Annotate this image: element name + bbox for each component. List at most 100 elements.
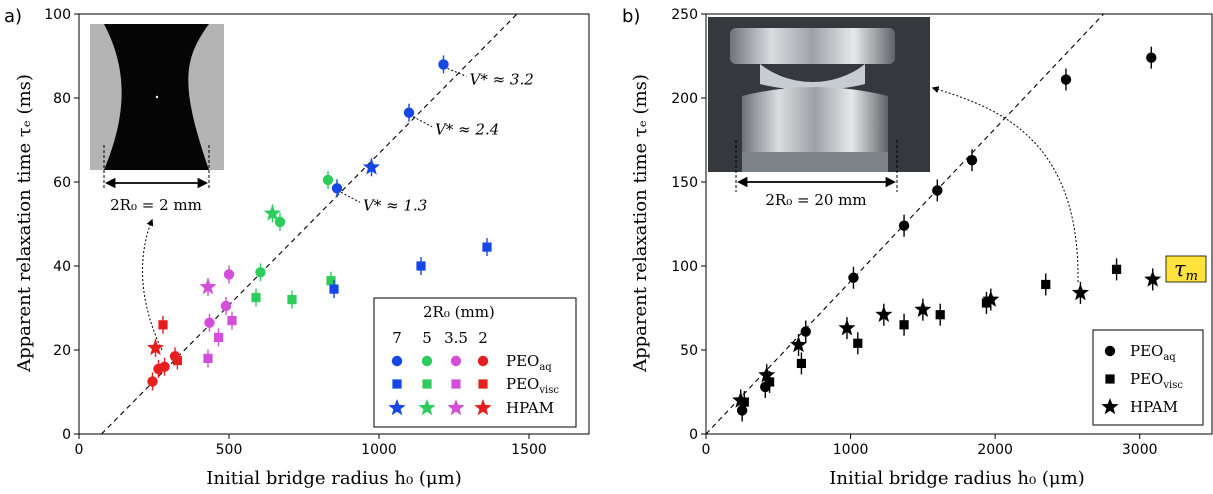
legend-marker-circle xyxy=(477,355,489,367)
panel-b-xlabel: Initial bridge radius h₀ (μm) xyxy=(829,468,1084,489)
legend-marker-square xyxy=(451,379,461,389)
legend-marker-star xyxy=(1101,398,1119,415)
point-peo-aq xyxy=(147,376,158,387)
point-hpam xyxy=(914,300,932,317)
point-peo-aq xyxy=(159,361,170,372)
legend-marker-star xyxy=(388,399,406,416)
point-peo-aq xyxy=(736,405,748,416)
point-peo-visc xyxy=(935,310,945,320)
point-peo-aq xyxy=(438,59,449,70)
point-hpam xyxy=(790,336,808,353)
legend-marker-star xyxy=(447,399,465,416)
panel-a-xlabel: Initial bridge radius h₀ (μm) xyxy=(206,468,461,489)
legend-marker-star xyxy=(418,399,436,416)
a-ytick-label: 100 xyxy=(44,7,71,23)
point-peo-visc xyxy=(203,353,213,363)
point-hpam xyxy=(362,158,381,175)
point-peo-visc xyxy=(765,377,775,387)
point-peo-visc xyxy=(213,332,224,342)
a-xtick-label: 0 xyxy=(75,442,84,458)
panel-a-inset-arrow xyxy=(142,218,163,351)
point-peo-visc xyxy=(482,242,492,252)
legend-b-markers xyxy=(1101,345,1119,415)
point-peo-visc xyxy=(1041,279,1051,290)
panel-a-ylabel: Apparent relaxation time τₑ (ms) xyxy=(14,74,35,373)
annotation-leader xyxy=(340,191,361,203)
panel-a-label: a) xyxy=(4,6,22,27)
point-hpam xyxy=(838,319,856,336)
legend-marker-square xyxy=(392,379,402,389)
panel-b-inset-photo xyxy=(708,17,930,192)
point-hpam xyxy=(982,290,1000,307)
point-peo-aq xyxy=(255,267,266,278)
panel-a-annotations: V* ≈ 3.2 V* ≈ 2.4 V* ≈ 1.3 xyxy=(340,67,534,214)
point-peo-aq xyxy=(848,272,859,283)
point-peo-visc xyxy=(329,284,339,294)
a-ytick-label: 60 xyxy=(53,175,71,191)
a-xtick-label: 1500 xyxy=(511,442,547,458)
point-peo-visc xyxy=(287,295,297,305)
a-ytick-label: 20 xyxy=(53,343,71,359)
point-peo-visc xyxy=(796,358,807,369)
b-xtick-label: 2000 xyxy=(977,442,1013,458)
panel-b-ylabel: Apparent relaxation time τₑ (ms) xyxy=(630,74,651,373)
a-ytick-label: 0 xyxy=(62,427,71,443)
point-hpam xyxy=(732,391,750,408)
legend-marker-circle xyxy=(421,355,433,367)
b-ytick-label: 100 xyxy=(671,259,698,275)
point-peo-visc xyxy=(899,320,909,330)
point-peo-aq xyxy=(932,185,943,196)
panel-b-axis-ticks: 0 1000 2000 3000 0 50 100 150 200 250 xyxy=(671,7,1157,458)
point-hpam xyxy=(146,338,165,356)
point-peo-aq xyxy=(331,183,343,194)
panel-b: b) Apparent relaxation time τₑ (ms) Init… xyxy=(622,6,1213,489)
point-peo-visc xyxy=(1111,264,1122,274)
b-xtick-label: 0 xyxy=(702,442,711,458)
legend-marker-circle xyxy=(1104,345,1116,357)
legend-marker-square xyxy=(1105,374,1115,384)
panel-b-legend: PEOaq PEOvisc HPAM xyxy=(1092,329,1204,426)
b-ytick-label: 200 xyxy=(671,91,698,107)
legend-a-markers xyxy=(388,355,492,416)
b-ytick-label: 0 xyxy=(689,427,698,443)
point-peo-aq xyxy=(966,154,978,166)
panel-b-frame xyxy=(705,13,1213,435)
panel-a-axis-ticks: 0 500 1000 1500 0 20 40 60 80 100 xyxy=(44,7,547,458)
annotation-vstar: V* ≈ 2.4 xyxy=(435,121,499,139)
point-peo-visc xyxy=(416,261,426,271)
b-ytick-label: 250 xyxy=(671,7,698,23)
a-ytick-label: 80 xyxy=(53,91,71,107)
panel-a-data-marks xyxy=(146,55,492,391)
point-peo-visc xyxy=(172,355,182,366)
point-peo-aq xyxy=(220,300,232,312)
a-xtick-label: 500 xyxy=(216,442,243,458)
point-peo-aq xyxy=(898,220,910,231)
b-ytick-label: 50 xyxy=(680,343,698,359)
point-peo-aq xyxy=(274,216,286,228)
point-peo-aq xyxy=(1060,74,1072,85)
point-peo-visc xyxy=(251,292,261,303)
legend-marker-star xyxy=(474,399,492,416)
point-peo-visc xyxy=(853,338,863,348)
legend-marker-square xyxy=(422,379,432,389)
legend-b-hpam: HPAM xyxy=(1130,398,1178,416)
point-peo-visc xyxy=(158,320,168,330)
legend-a-col-2: 2 xyxy=(478,329,488,347)
panel-b-inset-arrow xyxy=(931,86,1079,283)
point-hpam xyxy=(1071,283,1089,301)
panel-b-label: b) xyxy=(622,6,640,27)
point-hpam xyxy=(263,204,282,221)
legend-marker-circle xyxy=(391,355,403,367)
legend-a-col-5: 5 xyxy=(422,329,432,347)
a-ytick-label: 40 xyxy=(53,259,71,275)
panel-a-inset-caption: 2R₀ = 2 mm xyxy=(110,196,202,214)
b-xtick-label: 1000 xyxy=(833,442,869,458)
point-peo-aq xyxy=(204,317,215,328)
legend-a-col-7: 7 xyxy=(392,329,402,347)
legend-marker-square xyxy=(478,379,488,389)
point-peo-aq xyxy=(403,107,415,118)
legend-marker-circle xyxy=(450,355,462,367)
point-hpam xyxy=(875,305,893,322)
panel-a-frame xyxy=(78,13,590,435)
